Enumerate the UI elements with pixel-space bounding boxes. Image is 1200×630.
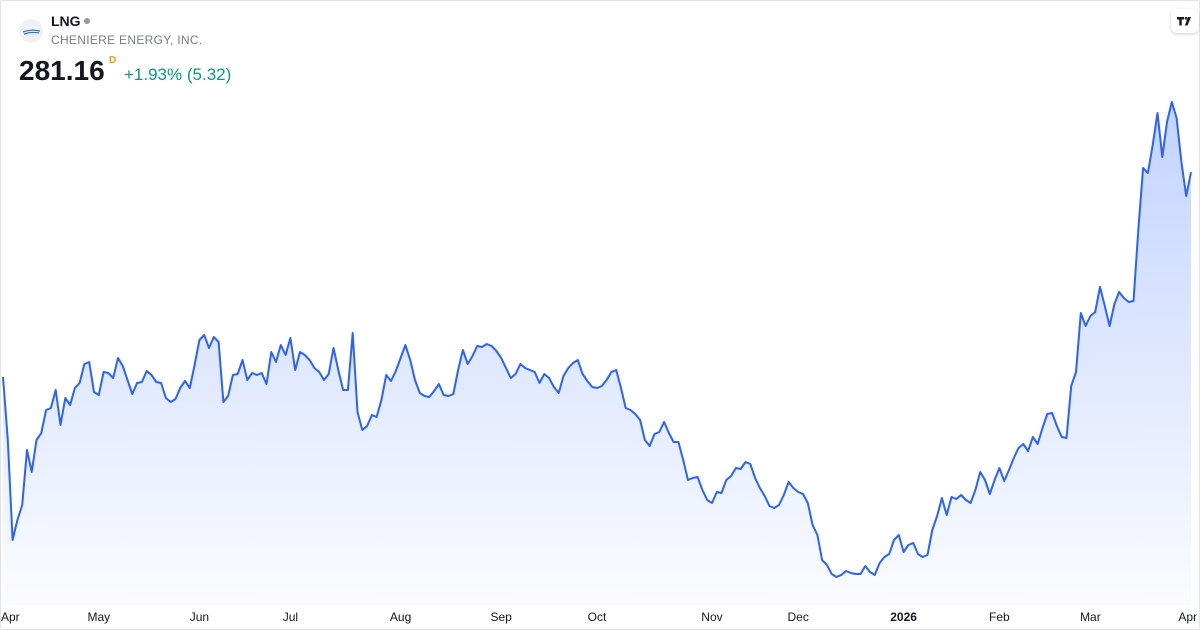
x-tick-label: Apr [1, 610, 20, 624]
x-tick-label: Oct [588, 610, 607, 624]
price-flag: D [109, 55, 117, 66]
x-tick-label: Apr [1178, 610, 1197, 624]
x-tick-label: May [87, 610, 110, 624]
last-price: 281.16 [19, 55, 105, 86]
x-tick-label: Jul [283, 610, 298, 624]
price-line [2, 101, 1192, 578]
x-tick-label: 2026 [890, 610, 917, 624]
x-tick-label: Sep [491, 610, 513, 624]
x-tick-label: Aug [390, 610, 411, 624]
x-tick-label: Feb [989, 610, 1010, 624]
company-logo [19, 19, 43, 43]
x-tick-label: Nov [701, 610, 722, 624]
x-tick-label: Dec [788, 610, 809, 624]
x-tick-label: Jun [190, 610, 209, 624]
company-name: CHENIERE ENERGY, INC. [51, 33, 203, 47]
area-fill [3, 102, 1191, 605]
market-status-dot [84, 18, 90, 24]
tradingview-logo[interactable] [1171, 9, 1199, 33]
x-tick-label: Mar [1080, 610, 1101, 624]
symbol[interactable]: LNG [51, 13, 81, 29]
price-change: +1.93% (5.32) [124, 65, 232, 84]
logo-icon [22, 29, 41, 35]
tv-icon [1177, 17, 1191, 26]
